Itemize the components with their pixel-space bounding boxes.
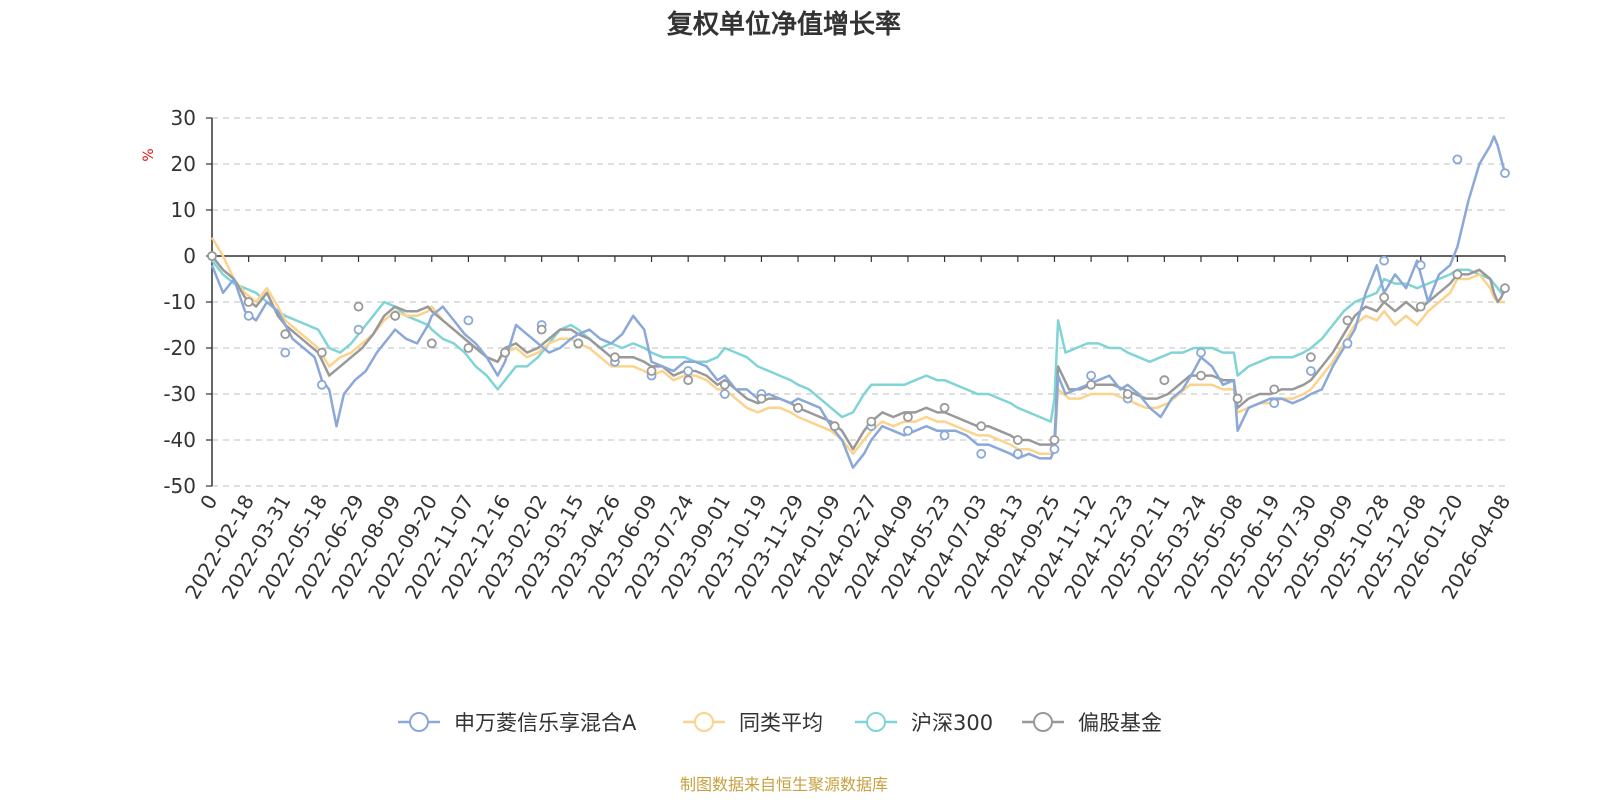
series-lines [207,135,1510,469]
series-marker-3 [426,338,437,349]
series-line-2 [211,259,1505,423]
series-marker-3 [390,310,401,321]
series-marker-3 [280,329,291,340]
series-marker-0 [903,425,913,436]
series-marker-3 [1122,389,1133,399]
series-marker-3 [536,324,547,335]
series-marker-0 [316,379,327,390]
series-marker-3 [939,402,950,413]
series-marker-3 [1415,301,1426,312]
series-marker-3 [1196,370,1206,381]
series-marker-0 [1452,154,1463,165]
series-marker-3 [1379,292,1390,303]
series-marker-3 [719,379,730,390]
series-marker-3 [1232,393,1243,404]
x-tick-label: 0 [195,491,222,514]
series-line-1 [210,236,1505,456]
legend-label-3: 偏股基金 [1078,711,1162,735]
series-marker-0 [1500,168,1510,179]
series-marker-0 [1196,347,1206,358]
series-marker-3 [683,375,694,386]
series-marker-0 [1269,398,1280,409]
series-marker-0 [1086,370,1096,381]
series-marker-3 [1500,283,1510,294]
series-marker-0 [976,448,987,459]
series-marker-0 [939,430,950,441]
series-marker-3 [243,297,254,307]
series-marker-3 [646,366,657,376]
series-line-0 [210,135,1507,469]
series-marker-0 [1012,448,1023,459]
series-marker-3 [610,352,620,363]
series-marker-3 [976,421,987,432]
legend-marker-1 [694,712,714,732]
series-marker-3 [1012,435,1023,445]
series-marker-0 [1342,338,1353,349]
series-marker-0 [1049,444,1060,455]
series-marker-3 [1452,269,1463,280]
series-marker-3 [463,343,474,353]
series-marker-0 [463,315,474,326]
y-tick-label: -50 [163,474,196,498]
series-marker-3 [1342,315,1353,326]
y-tick-label: 20 [171,152,196,176]
x-axis-ticks: 02022-02-182022-03-312022-05-182022-06-2… [180,490,1515,603]
series-marker-3 [903,412,913,422]
series-marker-0 [719,389,730,399]
y-tick-label: -20 [163,336,196,360]
y-tick-label: -10 [163,290,196,314]
series-marker-0 [243,310,254,321]
grid-lines [212,117,1505,487]
series-marker-3 [756,393,767,404]
series-marker-3 [866,416,877,427]
series-marker-3 [1049,435,1060,445]
series-marker-0 [1415,260,1426,271]
source-footnote: 制图数据来自恒生聚源数据库 [680,775,888,794]
series-marker-3 [793,402,803,413]
series-marker-0 [353,324,364,335]
y-tick-label: -30 [163,382,196,406]
series-marker-3 [316,347,327,358]
series-marker-3 [573,338,584,349]
y-axis-ticks: 30 20 10 0 -10 -20 -30 -40 -50 [163,106,196,498]
y-tick-label: -40 [163,428,196,452]
y-tick-label: 10 [171,198,196,222]
series-marker-3 [1086,379,1096,390]
series-marker-0 [683,366,694,376]
legend-label-1: 同类平均 [739,711,823,735]
series-marker-0 [1379,255,1390,266]
series-marker-0 [1305,366,1316,376]
series-marker-3 [353,301,364,312]
series-marker-3 [1305,352,1316,363]
legend: 申万菱信乐享混合A 同类平均 沪深300 偏股基金 [398,711,1162,735]
series-marker-3 [829,421,840,432]
series-marker-3 [207,251,217,261]
y-tick-label: 0 [183,244,196,268]
legend-label-2: 沪深300 [911,711,993,735]
legend-marker-0 [409,712,429,732]
chart-title: 复权单位净值增长率 [667,9,901,40]
y-tick-label: 30 [171,106,196,130]
series-marker-3 [500,347,510,358]
legend-marker-2 [866,712,886,732]
series-marker-3 [1269,384,1280,395]
series-marker-3 [1159,375,1170,386]
legend-label-0: 申万菱信乐享混合A [454,711,637,735]
legend-marker-3 [1033,712,1053,732]
series-marker-0 [280,347,291,358]
y-axis-label: % [141,148,157,161]
